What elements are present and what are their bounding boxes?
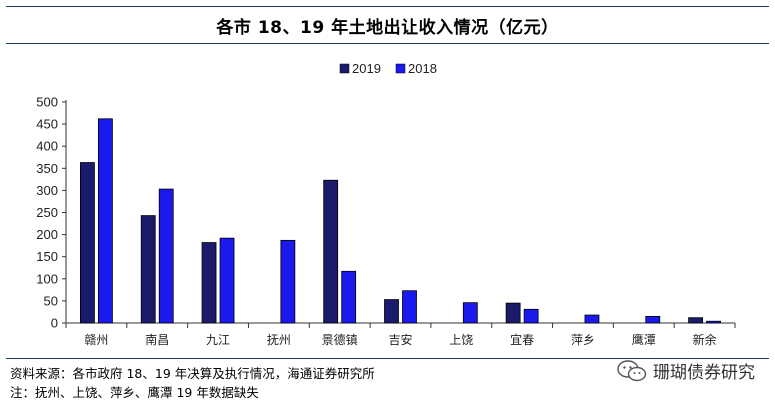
legend: 2019 2018 [339, 61, 437, 76]
bar-chart: 2019 2018 050100150200250300350400450500 … [36, 61, 736, 347]
watermark-text: 珊瑚债券研究 [653, 363, 755, 383]
bar-2019 [688, 317, 703, 324]
missing-data-note: 注：抚州、上饶、萍乡、鹰潭 19 年数据缺失 [10, 385, 259, 400]
bar-2018 [402, 290, 417, 324]
y-tick-label: 150 [36, 249, 58, 264]
y-tick-label: 200 [36, 227, 58, 242]
bar-2019 [384, 299, 399, 324]
legend-swatch-2018 [395, 63, 406, 74]
bar-2018 [98, 118, 113, 324]
y-tick-label: 0 [51, 316, 58, 331]
y-tick-label: 250 [36, 205, 58, 220]
bar-2018 [523, 308, 539, 324]
y-tick-label: 450 [36, 117, 58, 132]
bar-2018 [462, 302, 478, 324]
watermark: 珊瑚债券研究 [617, 358, 755, 383]
legend-label-2019: 2019 [352, 61, 381, 76]
x-category-label: 鹰潭 [632, 332, 656, 347]
legend-swatch-2019 [339, 63, 350, 74]
bar-2018 [706, 320, 721, 324]
y-tick-label: 400 [36, 139, 58, 154]
x-category-label: 宜春 [510, 332, 534, 347]
legend-label-2018: 2018 [408, 61, 437, 76]
y-tick-label: 50 [44, 293, 58, 308]
y-tick-label: 100 [36, 271, 58, 286]
bar-2018 [219, 237, 235, 324]
source-note: 资料来源：各市政府 18、19 年决算及执行情况，海通证券研究所 [10, 366, 375, 381]
x-category-label: 九江 [206, 333, 230, 347]
bar-2019 [323, 179, 339, 324]
bars [80, 118, 721, 324]
x-category-label: 吉安 [388, 332, 412, 347]
x-category-label: 景德镇 [322, 332, 358, 347]
bar-2019 [201, 242, 217, 324]
bar-2018 [645, 315, 661, 324]
y-tick-label: 300 [36, 183, 58, 198]
bar-2018 [341, 270, 357, 324]
bar-2018 [158, 188, 174, 324]
y-tick-label: 350 [36, 161, 58, 176]
x-category-label: 南昌 [145, 332, 169, 347]
y-axis: 0 50 100 150 200 250 300 350 400 450 500 [36, 95, 67, 331]
footer-divider [6, 358, 769, 359]
y-tick-label: 500 [36, 95, 58, 110]
x-category-label: 新余 [693, 332, 717, 347]
x-category-label: 上饶 [449, 333, 473, 347]
wechat-icon [617, 359, 647, 381]
bar-2019 [140, 215, 156, 324]
bar-2019 [80, 162, 95, 324]
x-category-label: 抚州 [267, 333, 291, 347]
bar-2019 [505, 302, 521, 324]
chart-title-bar: 各市 18、19 年土地出让收入情况（亿元） [6, 6, 769, 44]
x-category-label: 萍乡 [571, 333, 595, 347]
chart-title: 各市 18、19 年土地出让收入情况（亿元） [216, 17, 559, 38]
bar-2018 [280, 239, 296, 324]
x-axis: 赣州 南昌 九江 抚州 景德镇 吉安 上饶 宜春 萍乡 鹰潭 新余 [65, 322, 736, 347]
x-category-label: 赣州 [84, 333, 108, 347]
bar-2018 [584, 314, 600, 324]
